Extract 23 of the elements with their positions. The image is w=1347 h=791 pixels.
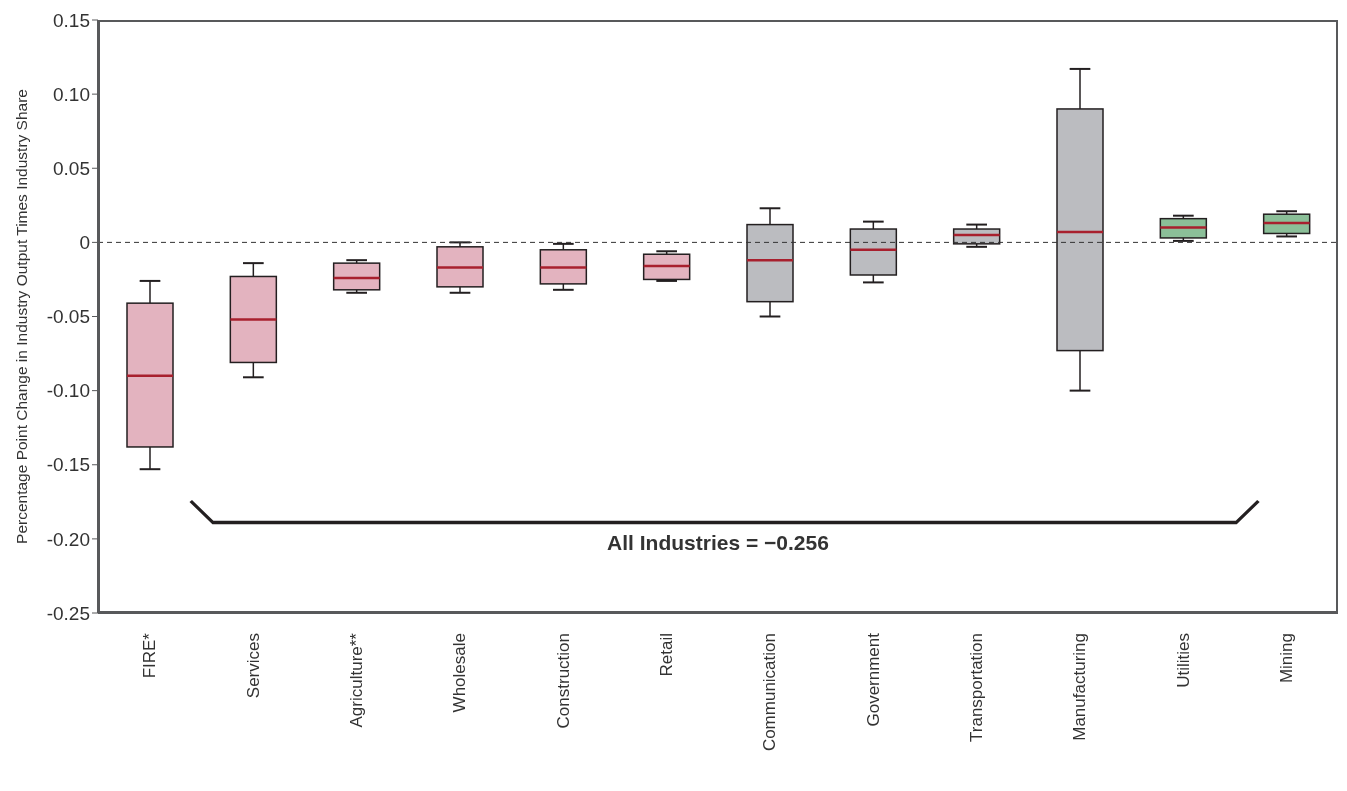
y-tick-label: 0.05 <box>53 157 90 179</box>
x-tick-label: Manufacturing <box>1070 633 1090 741</box>
x-tick-label: Mining <box>1276 633 1296 684</box>
x-tick-label: Construction <box>553 633 573 729</box>
x-tick-label: Utilities <box>1173 633 1193 688</box>
x-tick-label: Retail <box>656 633 676 677</box>
annotation: All Industries = −0.256 <box>606 530 830 555</box>
x-tick-label: Government <box>863 632 883 727</box>
y-tick-label: -0.05 <box>46 306 90 328</box>
y-tick-label: 0.10 <box>53 83 90 105</box>
y-tick-label: 0 <box>79 232 90 254</box>
x-tick-label: Agriculture** <box>346 632 366 728</box>
y-tick-label: -0.25 <box>46 602 90 624</box>
y-tick-label: -0.10 <box>46 380 90 402</box>
x-tick-label: Transportation <box>966 633 986 742</box>
x-tick-label: Services <box>243 633 263 699</box>
y-tick-label: -0.20 <box>46 528 90 550</box>
x-tick-label: Communication <box>760 633 780 752</box>
x-tick-label: FIRE* <box>140 632 160 679</box>
y-axis-title: Percentage Point Change in Industry Output Times Industry Share <box>12 89 30 544</box>
x-tick-label: Wholesale <box>450 633 470 713</box>
y-tick-label: -0.15 <box>46 454 90 476</box>
y-tick-label: 0.15 <box>53 9 90 31</box>
